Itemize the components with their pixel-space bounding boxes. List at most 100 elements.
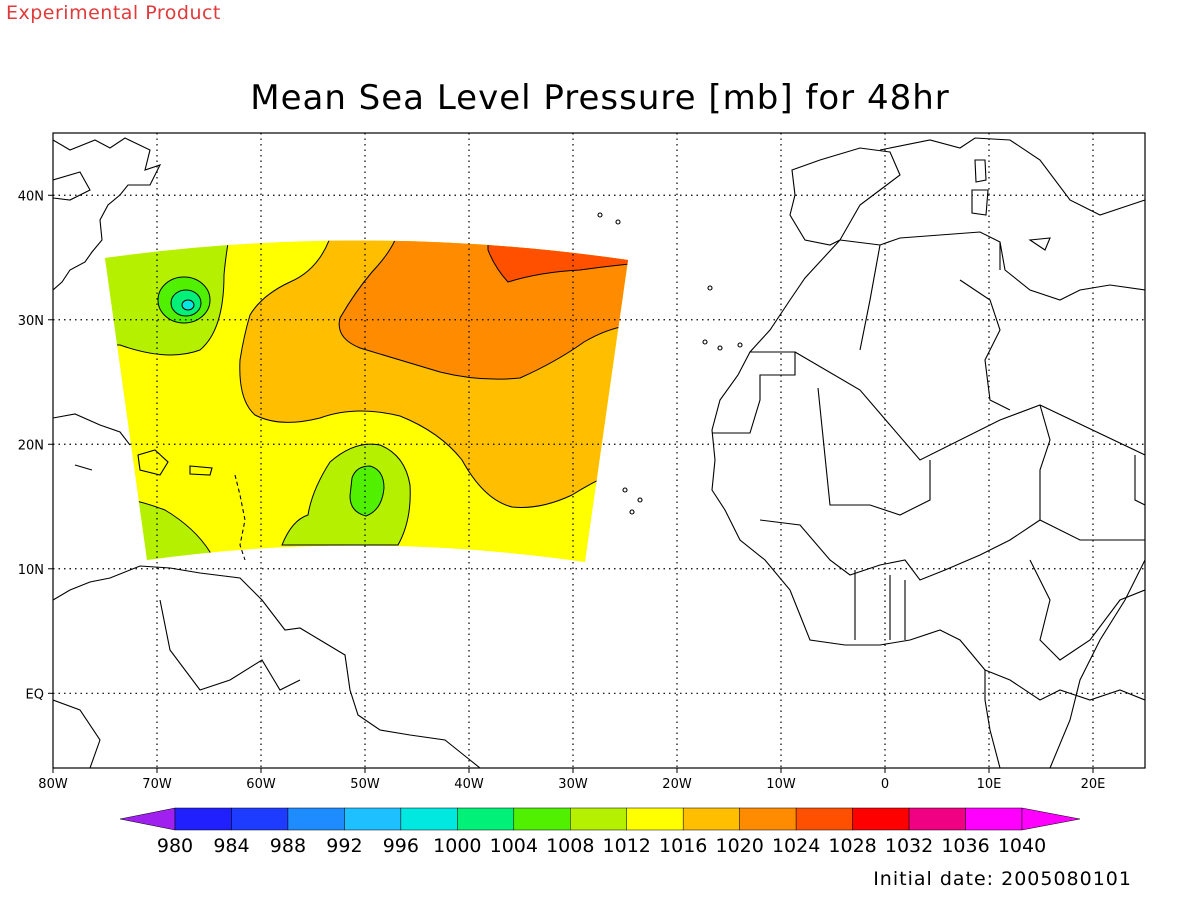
border-cameroon-car <box>1029 559 1145 661</box>
colorbar-swatch <box>682 807 740 831</box>
colorbar-swatch <box>174 807 232 831</box>
initial-date: Initial date: 2005080101 <box>873 868 1132 890</box>
colorbar-swatch <box>457 807 515 831</box>
colorbar-label: 1036 <box>941 835 989 857</box>
border-algeria <box>794 351 1145 461</box>
lon-tick-label: 10W <box>766 777 796 792</box>
border-central-africa <box>984 669 1145 701</box>
experimental-product-label: Experimental Product <box>6 2 221 24</box>
pressure-field <box>105 240 628 562</box>
colorbar-swatch <box>400 807 458 831</box>
coast-sicily <box>1028 237 1051 251</box>
lon-tick-label: 30W <box>558 777 588 792</box>
colorbar-swatch <box>231 807 289 831</box>
colorbar-label: 1028 <box>828 835 876 857</box>
lon-tick-label: 0 <box>881 777 889 792</box>
coastlines <box>53 137 1145 768</box>
lon-tick-label: 70W <box>142 777 172 792</box>
border-morocco-algeria <box>859 244 881 351</box>
border-sa-inner <box>159 599 301 691</box>
border-tunisia-libya <box>959 279 1011 411</box>
lon-tick-label: 60W <box>246 777 276 792</box>
colorbar-swatch <box>344 807 402 831</box>
colorbar-label: 984 <box>213 835 249 857</box>
island-cape-verde-2 <box>637 497 643 503</box>
lon-tick-label: 50W <box>350 777 380 792</box>
colorbar-swatch <box>287 807 345 831</box>
colorbar-label: 1020 <box>715 835 763 857</box>
coast-puerto-rico <box>189 465 213 476</box>
colorbar-swatch <box>965 807 1023 831</box>
colorbar-label: 1040 <box>998 835 1046 857</box>
colorbar-swatch <box>852 807 910 831</box>
colorbar-label: 1004 <box>490 835 538 857</box>
colorbar-label: 1016 <box>659 835 707 857</box>
lat-tick-label: 40N <box>18 189 44 204</box>
map-frame <box>52 132 1146 769</box>
coast-sardinia <box>971 189 989 216</box>
low-s-1004-1008 <box>349 465 385 517</box>
colorbar-high-arrow <box>1021 807 1081 831</box>
colorbar-label: 1024 <box>772 835 820 857</box>
island-canaries-1 <box>702 339 708 345</box>
border-sahel <box>759 519 1041 581</box>
coast-north-america <box>53 137 162 291</box>
coast-canada <box>53 171 91 201</box>
island-azores-1 <box>597 212 603 218</box>
coast-africa-north <box>839 231 1145 320</box>
coast-corsica <box>974 159 987 183</box>
island-cape-verde-1 <box>622 487 628 493</box>
colorbar-low-arrow <box>119 807 176 831</box>
lon-tick-label: 80W <box>38 777 68 792</box>
lat-tick-label: EQ <box>26 687 44 702</box>
lon-ticks: 80W 70W 60W 50W 40W 30W 20W 10W 0 10E 20E <box>38 768 1105 792</box>
gridlines <box>53 133 1145 768</box>
island-madeira <box>707 285 713 291</box>
low-nw-996-1000 <box>181 299 195 311</box>
coast-hispaniola <box>137 449 169 476</box>
colorbar-label: 1012 <box>603 835 651 857</box>
lat-ticks: 40N 30N 20N 10N EQ <box>18 189 53 702</box>
colorbar-label: 988 <box>270 835 306 857</box>
border-mali <box>817 387 931 516</box>
colorbar-swatch <box>795 807 853 831</box>
coast-africa-east <box>1049 559 1145 768</box>
fill-1008-1012-s <box>281 443 411 546</box>
colorbar-label: 996 <box>383 835 419 857</box>
coast-cuba <box>53 413 131 446</box>
lon-tick-label: 10E <box>977 777 1002 792</box>
colorbar-swatch <box>739 807 797 831</box>
border-w-sahara <box>712 351 796 434</box>
lat-tick-label: 10N <box>18 563 44 578</box>
lat-tick-label: 30N <box>18 314 44 329</box>
fill-1008-1012-nw <box>105 240 233 356</box>
border-sa-west <box>53 699 101 768</box>
lat-tick-label: 20N <box>18 438 44 453</box>
map-title: Mean Sea Level Pressure [mb] for 48hr <box>250 78 950 118</box>
border-niger-chad <box>1039 404 1145 541</box>
coast-jamaica <box>74 464 93 471</box>
colorbar-label: 1032 <box>885 835 933 857</box>
colorbar-swatch <box>626 807 684 831</box>
coast-iberia <box>789 147 901 246</box>
island-azores-2 <box>615 219 621 225</box>
coast-south-america <box>53 565 481 768</box>
colorbar-swatch <box>908 807 966 831</box>
island-cape-verde-3 <box>629 509 635 515</box>
coast-europe <box>879 137 1145 216</box>
border-libya <box>1134 455 1145 506</box>
island-canaries-2 <box>717 345 723 351</box>
lon-tick-label: 20E <box>1081 777 1106 792</box>
colorbar-swatch <box>513 807 571 831</box>
lon-tick-label: 20W <box>662 777 692 792</box>
lon-tick-label: 40W <box>454 777 484 792</box>
colorbar-swatch <box>570 807 627 831</box>
colorbar-label: 1000 <box>433 835 481 857</box>
island-canaries-3 <box>737 342 743 348</box>
colorbar-label: 1008 <box>546 835 594 857</box>
border-gulf-guinea <box>854 570 906 640</box>
colorbar-label: 992 <box>326 835 362 857</box>
colorbar: 980 984 988 992 996 1000 1004 1008 1012 1016 1020 1… <box>119 807 1081 857</box>
colorbar-label: 980 <box>157 835 193 857</box>
